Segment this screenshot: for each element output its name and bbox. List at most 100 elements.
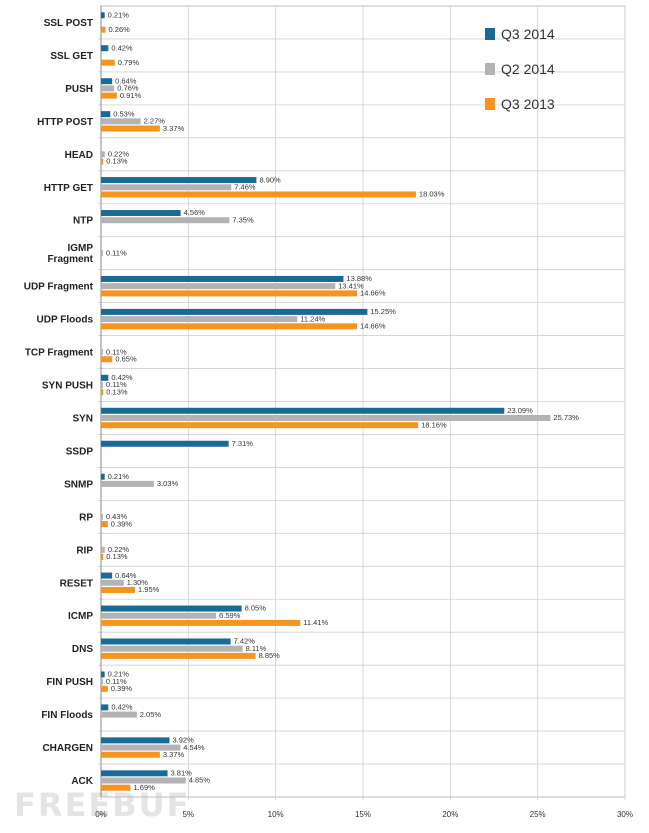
bar <box>101 784 131 791</box>
legend-label: Q3 2014 <box>501 26 555 42</box>
bar <box>101 605 242 612</box>
bar <box>101 389 104 396</box>
legend-swatch <box>485 63 495 75</box>
bar <box>101 678 103 685</box>
data-label: 15.25% <box>370 307 396 316</box>
data-label: 3.92% <box>172 736 194 745</box>
bar <box>101 652 256 659</box>
bar <box>101 92 117 99</box>
data-label: 0.22% <box>108 545 130 554</box>
data-label: 0.21% <box>108 472 130 481</box>
data-label: 13.41% <box>338 281 364 290</box>
bar <box>101 671 105 678</box>
data-label: 0.79% <box>118 58 140 67</box>
data-label: 18.03% <box>419 190 445 199</box>
bar <box>101 78 113 85</box>
data-label: 7.35% <box>232 215 254 224</box>
legend-label: Q3 2013 <box>501 96 555 112</box>
x-tick-label: 10% <box>268 810 284 819</box>
bar <box>101 26 106 33</box>
data-label: 1.30% <box>127 578 149 587</box>
category-label: RP <box>79 512 93 523</box>
data-label: 0.11% <box>106 380 127 389</box>
category-label: SNMP <box>64 479 93 490</box>
data-label: 3.37% <box>163 750 185 759</box>
data-label: 7.42% <box>234 637 256 646</box>
data-label: 0.21% <box>108 10 130 19</box>
bar <box>101 440 229 447</box>
data-label: 18.16% <box>421 420 447 429</box>
bar <box>101 638 231 645</box>
bar <box>101 572 113 579</box>
bar <box>101 283 336 290</box>
x-tick-label: 5% <box>183 810 195 819</box>
data-label: 0.42% <box>111 703 133 712</box>
data-label: 0.91% <box>120 91 142 100</box>
bar <box>101 480 154 487</box>
data-label: 25.73% <box>553 413 579 422</box>
data-label: 0.76% <box>117 84 139 93</box>
data-label: 8.11% <box>246 644 267 653</box>
category-label: CHARGEN <box>42 743 93 754</box>
category-label: PUSH <box>65 84 93 95</box>
data-label: 0.13% <box>106 552 128 561</box>
category-label: HTTP GET <box>44 183 93 194</box>
legend-swatch <box>485 98 495 110</box>
bar <box>101 407 505 414</box>
category-label: FIN PUSH <box>46 677 93 688</box>
bar <box>101 275 344 282</box>
bar <box>101 158 104 165</box>
bar <box>101 751 160 758</box>
bar <box>101 323 358 330</box>
bar <box>101 316 298 323</box>
category-label: NTP <box>73 216 93 227</box>
category-label: UDP Fragment <box>24 282 94 293</box>
bar <box>101 382 103 389</box>
bar <box>101 645 243 652</box>
data-label: 0.65% <box>115 354 137 363</box>
x-tick-label: 25% <box>530 810 546 819</box>
data-label: 1.69% <box>134 783 156 792</box>
bar <box>101 217 230 224</box>
bar <box>101 290 358 297</box>
data-label: 2.05% <box>140 710 162 719</box>
bar <box>101 704 109 711</box>
category-label: TCP Fragment <box>25 348 94 359</box>
bar <box>101 737 170 744</box>
x-tick-label: 15% <box>355 810 371 819</box>
category-label: ACK <box>71 776 93 787</box>
data-label: 13.88% <box>346 274 372 283</box>
bar <box>101 45 109 52</box>
bar <box>101 546 105 553</box>
data-label: 3.03% <box>157 479 179 488</box>
data-label: 4.56% <box>184 208 206 217</box>
data-label: 0.42% <box>111 43 133 52</box>
category-label: IGMP <box>67 243 93 254</box>
data-label: 0.11% <box>106 248 127 257</box>
data-label: 0.39% <box>111 519 133 528</box>
category-label: FIN Floods <box>41 710 93 721</box>
bar <box>101 59 115 66</box>
data-label: 4.54% <box>183 743 205 752</box>
bar <box>101 414 551 421</box>
data-label: 0.13% <box>106 387 128 396</box>
category-label: RIP <box>76 545 93 556</box>
data-label: 3.37% <box>163 124 185 133</box>
category-label: SYN PUSH <box>42 381 93 392</box>
bar <box>101 85 115 92</box>
data-label: 0.53% <box>113 109 135 118</box>
bar <box>101 12 105 19</box>
category-label: ICMP <box>68 611 93 622</box>
bar <box>101 191 416 198</box>
category-label: SYN <box>72 413 93 424</box>
data-label: 0.64% <box>115 571 137 580</box>
bar <box>101 308 368 315</box>
category-label: SSDP <box>66 446 94 457</box>
bar <box>101 579 124 586</box>
data-label: 14.66% <box>360 289 386 298</box>
category-label: HTTP POST <box>37 117 93 128</box>
bar <box>101 184 232 191</box>
bar <box>101 356 113 363</box>
data-label: 0.42% <box>111 373 133 382</box>
data-label: 8.85% <box>259 651 281 660</box>
